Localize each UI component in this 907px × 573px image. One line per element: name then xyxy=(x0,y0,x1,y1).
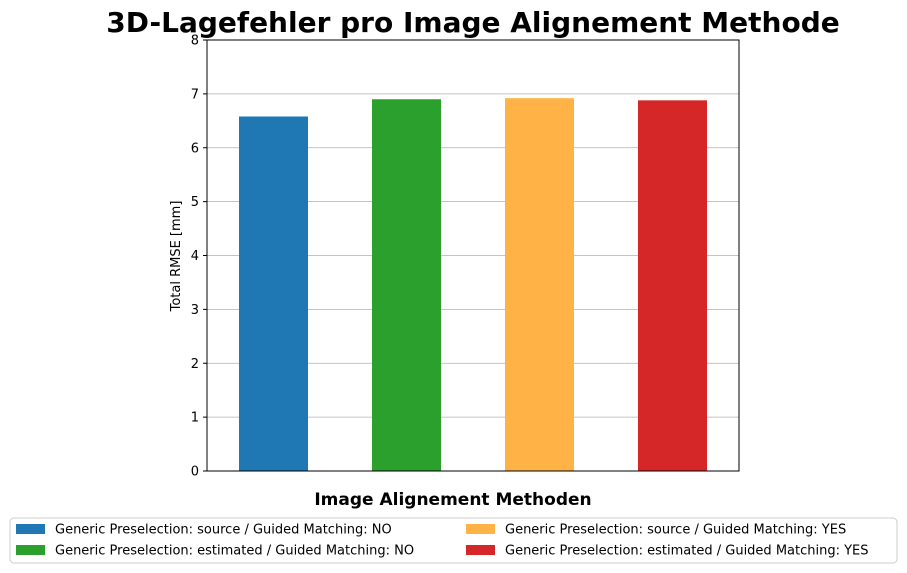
bar xyxy=(638,100,707,471)
y-tick-label: 2 xyxy=(191,357,199,372)
y-tick-label: 7 xyxy=(191,87,199,102)
legend-label: Generic Preselection: estimated / Guided… xyxy=(505,544,869,559)
y-tick-label: 4 xyxy=(191,249,199,264)
y-tick-label: 5 xyxy=(191,195,199,210)
legend-swatch xyxy=(466,524,495,534)
legend-label: Generic Preselection: source / Guided Ma… xyxy=(55,523,392,538)
legend-swatch xyxy=(16,524,45,534)
y-tick-label: 3 xyxy=(191,303,199,318)
bars xyxy=(239,98,707,471)
bar xyxy=(239,116,308,471)
legend: Generic Preselection: source / Guided Ma… xyxy=(16,523,869,559)
legend-swatch xyxy=(466,545,495,555)
bar xyxy=(505,98,574,471)
legend-box xyxy=(9,517,898,564)
legend-label: Generic Preselection: source / Guided Ma… xyxy=(505,523,846,538)
y-tick-label: 1 xyxy=(191,411,199,426)
x-axis-label: Image Alignement Methoden xyxy=(314,490,591,510)
bar xyxy=(372,99,441,471)
y-tick-label: 0 xyxy=(191,465,199,480)
y-tick-label: 8 xyxy=(191,34,199,49)
y-axis-ticks: 0 1 2 3 4 5 6 7 8 xyxy=(191,34,207,480)
y-tick-label: 6 xyxy=(191,141,199,156)
legend-label: Generic Preselection: estimated / Guided… xyxy=(55,544,414,559)
chart-title: 3D-Lagefehler pro Image Alignement Metho… xyxy=(106,6,840,39)
y-axis-label: Total RMSE [mm] xyxy=(169,201,184,313)
legend-swatch xyxy=(16,545,45,555)
